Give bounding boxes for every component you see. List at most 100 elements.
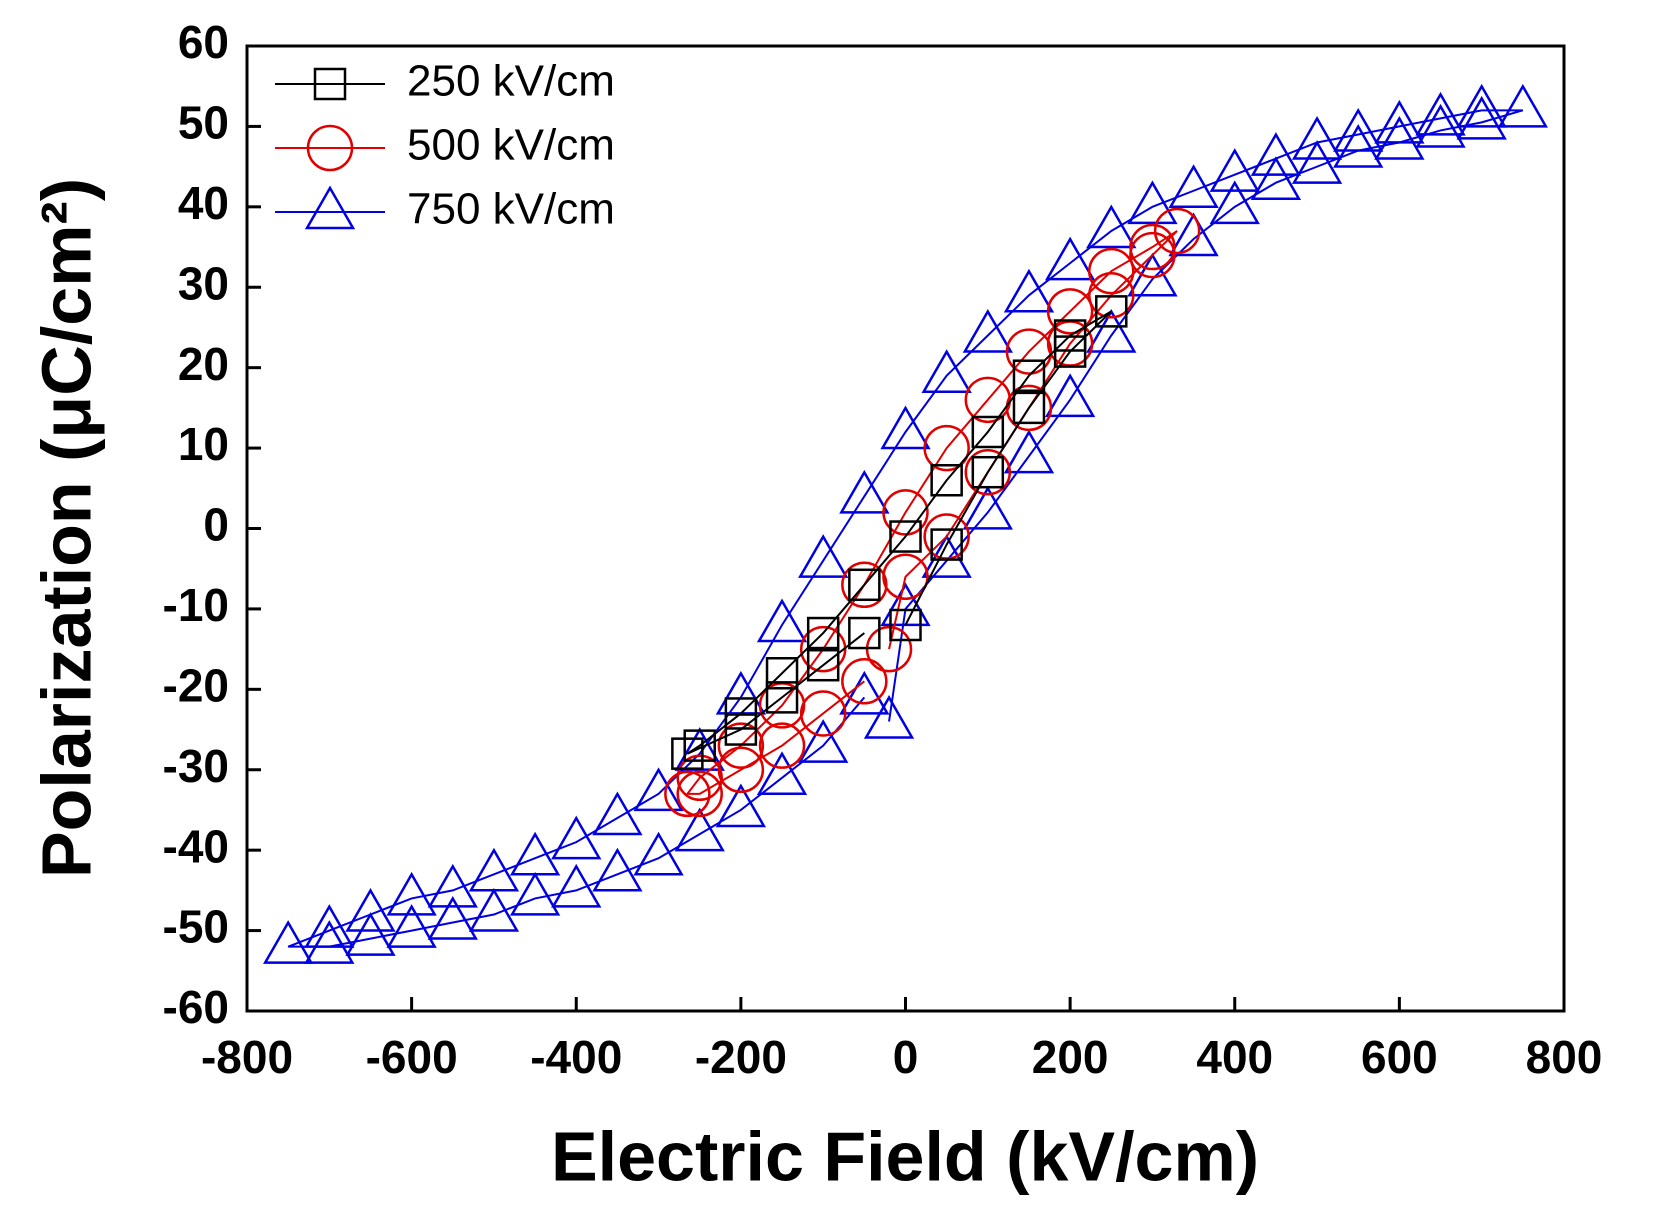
- data-point: [633, 767, 684, 812]
- data-point: [756, 751, 808, 796]
- y-tick-label: 20: [178, 338, 229, 390]
- data-point: [664, 770, 711, 818]
- data-point: [930, 528, 963, 561]
- data-point: [592, 847, 643, 892]
- y-axis-label: Polarization (μC/cm²): [27, 178, 105, 878]
- data-point: [923, 424, 970, 472]
- data-point: [839, 670, 890, 715]
- data-point: [1153, 207, 1201, 255]
- x-tick-label: 0: [893, 1031, 919, 1083]
- data-point: [345, 912, 396, 956]
- data-point: [971, 455, 1005, 489]
- data-point: [848, 616, 881, 650]
- data-point: [1291, 140, 1343, 184]
- y-tick-label: 0: [203, 499, 229, 551]
- x-tick-label: -200: [695, 1031, 787, 1083]
- data-point: [1250, 156, 1302, 200]
- data-point: [717, 746, 765, 793]
- x-axis-label: Electric Field (kV/cm): [551, 1117, 1259, 1195]
- data-point: [671, 737, 704, 770]
- data-point: [304, 904, 355, 948]
- data-point: [880, 405, 931, 450]
- data-point: [427, 863, 478, 908]
- y-tick-label: 60: [178, 16, 229, 68]
- data-point: [848, 568, 881, 602]
- data-point: [1005, 328, 1053, 375]
- data-point: [674, 807, 725, 852]
- series-line: [686, 310, 1112, 755]
- y-tick-label: -20: [163, 659, 229, 711]
- data-point: [345, 887, 396, 932]
- data-point: [799, 690, 847, 737]
- data-point: [971, 415, 1005, 449]
- series-line: [685, 230, 1178, 795]
- data-point: [1497, 83, 1549, 128]
- data-point: [1012, 391, 1046, 425]
- y-tick-label: -60: [163, 981, 229, 1033]
- data-point: [765, 681, 799, 714]
- data-point: [806, 616, 840, 650]
- y-tick-label: -10: [163, 579, 229, 631]
- data-point: [1053, 319, 1087, 352]
- data-point: [676, 770, 723, 818]
- legend-marker: [306, 124, 354, 172]
- data-point: [758, 722, 806, 769]
- legend-marker: [313, 67, 347, 101]
- data-point: [841, 561, 888, 609]
- data-point: [262, 920, 314, 964]
- data-point: [1088, 272, 1135, 319]
- data-point: [386, 904, 437, 948]
- x-tick-label: 400: [1196, 1031, 1273, 1083]
- data-point: [1209, 148, 1260, 192]
- data-point: [1044, 236, 1096, 281]
- data-point: [717, 722, 765, 769]
- x-tick-label: -400: [530, 1031, 622, 1083]
- data-point: [509, 831, 561, 876]
- x-tick-label: -800: [201, 1031, 293, 1083]
- y-tick-label: -40: [163, 820, 229, 872]
- data-point: [1168, 212, 1219, 257]
- data-point: [1456, 83, 1507, 128]
- data-point: [889, 608, 922, 642]
- legend-marker: [304, 185, 356, 230]
- data-point: [1333, 124, 1384, 168]
- data-point: [551, 815, 602, 860]
- y-tick-label: -30: [163, 740, 229, 792]
- data-point: [386, 871, 437, 916]
- data-point: [841, 658, 888, 705]
- y-tick-label: 40: [178, 177, 229, 229]
- data-point: [1415, 91, 1466, 136]
- data-point: [1086, 308, 1137, 353]
- data-point: [964, 448, 1012, 496]
- y-tick-label: -50: [163, 901, 229, 953]
- data-point: [1003, 429, 1055, 474]
- data-point: [1129, 223, 1176, 271]
- data-point: [1046, 288, 1094, 335]
- data-point: [930, 464, 963, 497]
- data-point: [1086, 204, 1137, 249]
- data-point: [806, 648, 840, 682]
- data-point: [1209, 180, 1260, 225]
- data-point: [683, 729, 716, 762]
- y-tick-label: 50: [178, 97, 229, 149]
- x-tick-label: 200: [1032, 1031, 1109, 1083]
- data-point: [756, 598, 808, 643]
- y-tick-label: 30: [178, 257, 229, 309]
- data-point: [715, 783, 767, 828]
- data-point: [551, 863, 602, 908]
- data-point: [1129, 231, 1176, 279]
- data-point: [633, 831, 684, 876]
- data-point: [468, 887, 520, 932]
- data-point: [921, 349, 972, 393]
- data-point: [798, 534, 849, 578]
- legend-label: 250 kV/cm: [407, 57, 615, 106]
- x-tick-label: 800: [1526, 1031, 1603, 1083]
- data-point: [1005, 384, 1053, 432]
- data-point: [676, 754, 723, 802]
- x-tick-label: -600: [366, 1031, 458, 1083]
- legend-label: 750 kV/cm: [407, 185, 615, 234]
- data-point: [304, 920, 355, 964]
- data-point: [1374, 115, 1425, 160]
- data-point: [863, 694, 915, 739]
